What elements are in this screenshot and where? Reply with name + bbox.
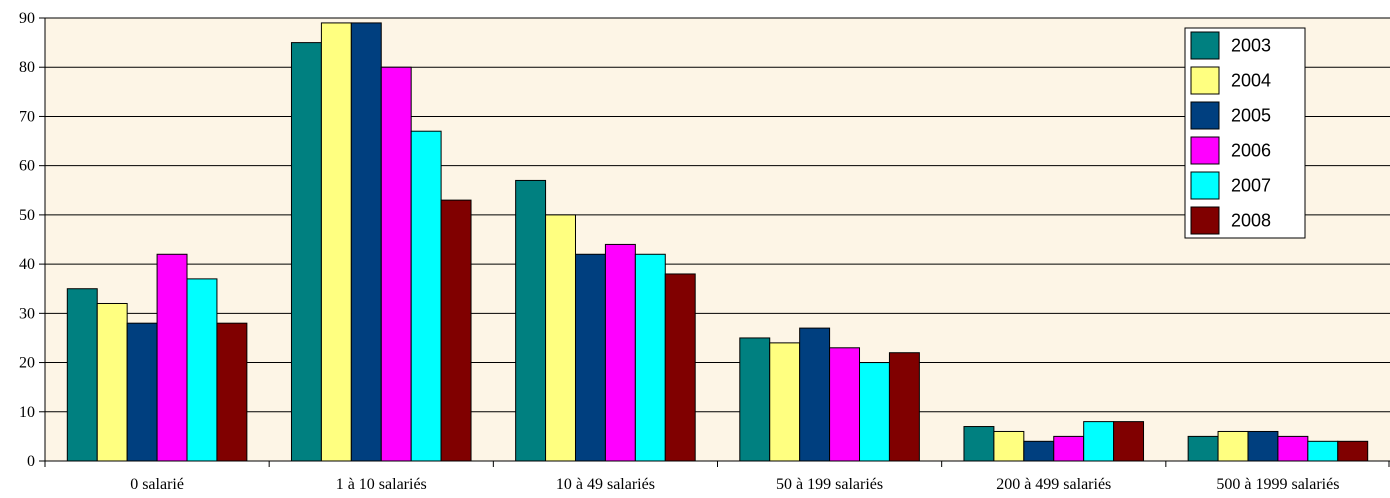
legend-label: 2004 <box>1231 71 1271 91</box>
y-tick-label: 20 <box>19 355 35 372</box>
bar <box>156 253 188 462</box>
bar <box>545 214 576 462</box>
bar <box>1337 440 1369 462</box>
bar <box>186 278 218 462</box>
x-axis: 0 salarié 1 à 10 salariés 10 à 49 salariés… <box>44 460 1390 493</box>
bar <box>1277 435 1309 462</box>
bar <box>859 362 890 462</box>
legend-swatch <box>1190 31 1220 60</box>
bar <box>1307 440 1339 462</box>
bar <box>634 253 666 462</box>
bar <box>1187 435 1219 462</box>
plot-background <box>45 18 1390 461</box>
bar <box>1053 435 1085 462</box>
bar <box>963 426 995 462</box>
legend-swatch <box>1190 206 1220 235</box>
bar <box>515 179 547 462</box>
y-tick-label: 0 <box>27 453 35 470</box>
y-tick-label: 10 <box>19 404 35 421</box>
legend-swatch <box>1190 66 1220 95</box>
category-label: 1 à 10 salariés <box>336 476 427 493</box>
y-tick-label: 40 <box>19 256 35 273</box>
bar <box>799 327 831 462</box>
bar <box>604 243 636 462</box>
bar <box>1113 421 1145 462</box>
category-label: 10 à 49 salariés <box>556 476 655 493</box>
legend: 2003 2004 2005 2006 2007 2008 <box>1184 27 1306 239</box>
bar <box>574 253 606 462</box>
y-tick-label: 70 <box>19 108 35 125</box>
bar <box>829 347 861 462</box>
legend-label: 2003 <box>1231 36 1271 56</box>
gridlines <box>45 17 1390 413</box>
legend-swatch <box>1190 136 1220 165</box>
bar <box>410 130 442 462</box>
legend-swatch <box>1190 171 1220 200</box>
legend-label: 2008 <box>1231 211 1271 231</box>
bar <box>96 302 128 462</box>
bar <box>66 288 98 462</box>
bar <box>440 199 472 462</box>
bar <box>769 342 801 462</box>
category-label: 50 à 199 salariés <box>776 476 883 493</box>
bar <box>380 66 412 462</box>
bar <box>1083 421 1115 462</box>
bar <box>993 430 1025 462</box>
bar <box>1217 430 1249 462</box>
legend-label: 2006 <box>1231 141 1271 161</box>
y-tick-label: 80 <box>19 59 35 76</box>
y-tick-label: 50 <box>19 207 35 224</box>
bars <box>66 22 1369 462</box>
bar <box>739 337 771 462</box>
y-tick-label: 30 <box>19 305 35 322</box>
bar <box>1023 440 1055 462</box>
legend-swatch <box>1190 101 1220 130</box>
bar <box>350 22 382 462</box>
category-label: 0 salarié <box>130 476 184 493</box>
category-label: 500 à 1999 salariés <box>1216 476 1339 493</box>
y-tick-label: 90 <box>19 10 35 27</box>
bar <box>216 322 248 462</box>
bar <box>888 352 920 462</box>
category-label: 200 à 499 salariés <box>996 476 1111 493</box>
y-axis: 0 10 20 30 40 50 60 70 80 90 <box>19 10 46 470</box>
bar <box>290 42 322 462</box>
bar <box>320 22 352 462</box>
y-tick-label: 60 <box>19 158 35 175</box>
bar <box>1247 430 1279 462</box>
legend-label: 2007 <box>1231 176 1271 196</box>
legend-label: 2005 <box>1231 106 1271 126</box>
bar <box>664 273 696 462</box>
legend-box <box>1184 27 1306 239</box>
bar <box>126 322 158 462</box>
